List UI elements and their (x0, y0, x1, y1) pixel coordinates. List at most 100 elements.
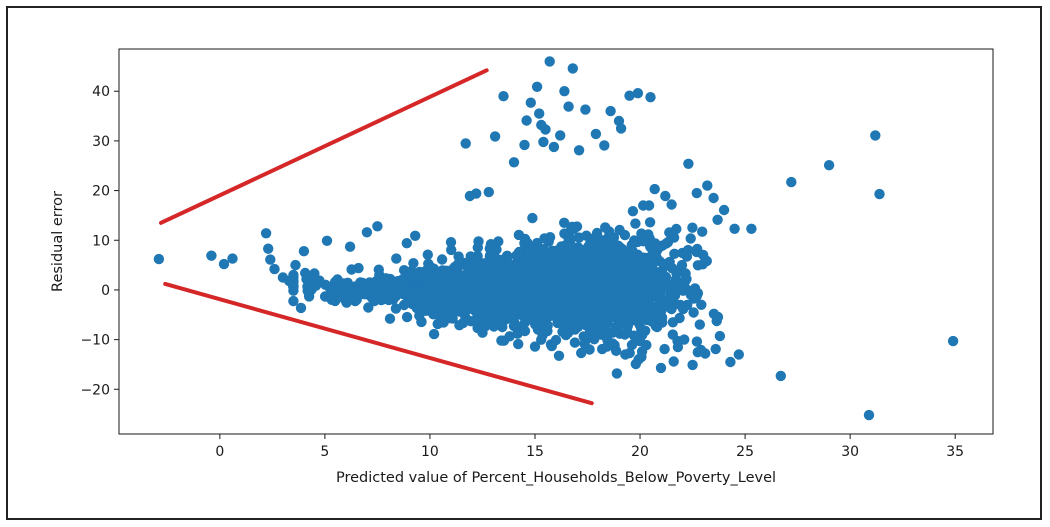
data-point (668, 356, 679, 367)
data-point (608, 297, 619, 308)
data-point (376, 279, 387, 291)
data-point (512, 248, 524, 259)
data-point (590, 128, 602, 140)
data-point (302, 285, 313, 297)
data-point (557, 326, 568, 337)
data-point (691, 246, 702, 258)
data-point (599, 140, 610, 151)
data-point (710, 343, 721, 355)
data-point (649, 183, 660, 195)
data-point (206, 250, 217, 261)
data-point (449, 286, 461, 298)
data-point (506, 274, 518, 285)
data-point (702, 180, 713, 191)
data-point (513, 338, 524, 350)
data-point (471, 303, 483, 315)
data-point (489, 131, 501, 142)
data-point (645, 92, 656, 103)
data-point (544, 56, 555, 67)
data-point (660, 190, 671, 202)
data-point (641, 339, 652, 351)
data-point (630, 218, 641, 229)
data-point (490, 289, 501, 300)
data-point (681, 273, 692, 285)
data-point (708, 192, 719, 204)
data-point (597, 308, 608, 320)
data-point (638, 236, 649, 247)
data-point (659, 343, 670, 355)
data-point (525, 97, 536, 108)
data-point (460, 138, 471, 149)
data-point (729, 223, 740, 234)
plot-area-frame (118, 48, 994, 435)
figure-frame: 0 5 10 15 20 25 30 35 −20 −10 0 10 20 30 40 Predicted… (6, 6, 1042, 520)
data-point (823, 160, 835, 171)
data-point (662, 237, 674, 248)
data-point (584, 344, 595, 355)
data-point (592, 246, 604, 257)
data-point (691, 290, 702, 302)
x-tick-label: 35 (946, 444, 964, 460)
data-point (570, 258, 582, 269)
data-point (632, 88, 644, 99)
data-point (733, 349, 744, 360)
data-point (687, 359, 698, 371)
data-point (712, 214, 723, 225)
data-point (697, 259, 708, 270)
data-point (581, 230, 592, 241)
data-point (615, 123, 627, 134)
data-point (632, 292, 643, 304)
data-point (691, 187, 702, 199)
data-point (509, 260, 520, 272)
data-point (553, 350, 565, 361)
data-point (332, 274, 343, 285)
data-point (538, 136, 549, 148)
data-point (502, 288, 514, 300)
data-point (447, 313, 458, 324)
data-point (384, 313, 396, 324)
data-point (664, 227, 675, 238)
data-point (288, 295, 299, 307)
data-point (645, 301, 657, 313)
data-point (498, 91, 509, 102)
data-point (638, 200, 649, 211)
data-point (522, 303, 534, 314)
data-point (525, 247, 536, 258)
data-point (550, 271, 561, 282)
data-point (390, 285, 402, 296)
data-point (569, 337, 581, 348)
data-point (654, 314, 665, 325)
data-point (363, 302, 374, 313)
data-point (408, 258, 419, 269)
data-point (485, 239, 497, 250)
data-point (447, 302, 459, 313)
data-point (559, 217, 570, 228)
data-point (597, 343, 608, 355)
data-point (644, 259, 655, 270)
data-point (626, 339, 638, 351)
data-point (539, 233, 550, 244)
data-point (501, 252, 513, 263)
x-tick-label: 10 (421, 444, 439, 460)
data-point (319, 291, 331, 302)
data-point (587, 307, 598, 318)
data-point (446, 244, 457, 256)
data-point (613, 240, 624, 251)
data-point (600, 289, 611, 301)
data-point (519, 325, 531, 337)
data-point (624, 90, 635, 101)
data-point (284, 275, 295, 287)
data-point (557, 318, 569, 329)
data-point (390, 303, 402, 314)
data-point (227, 253, 238, 264)
data-point (533, 255, 545, 266)
data-point (576, 347, 587, 359)
data-point (428, 309, 439, 320)
data-point (588, 317, 600, 328)
data-point (607, 338, 618, 349)
data-point (371, 289, 382, 300)
x-tick-label: 5 (320, 444, 329, 460)
data-point (496, 335, 507, 346)
data-point (298, 246, 310, 257)
y-axis-ticks: −20 −10 0 10 20 30 40 (80, 84, 119, 398)
